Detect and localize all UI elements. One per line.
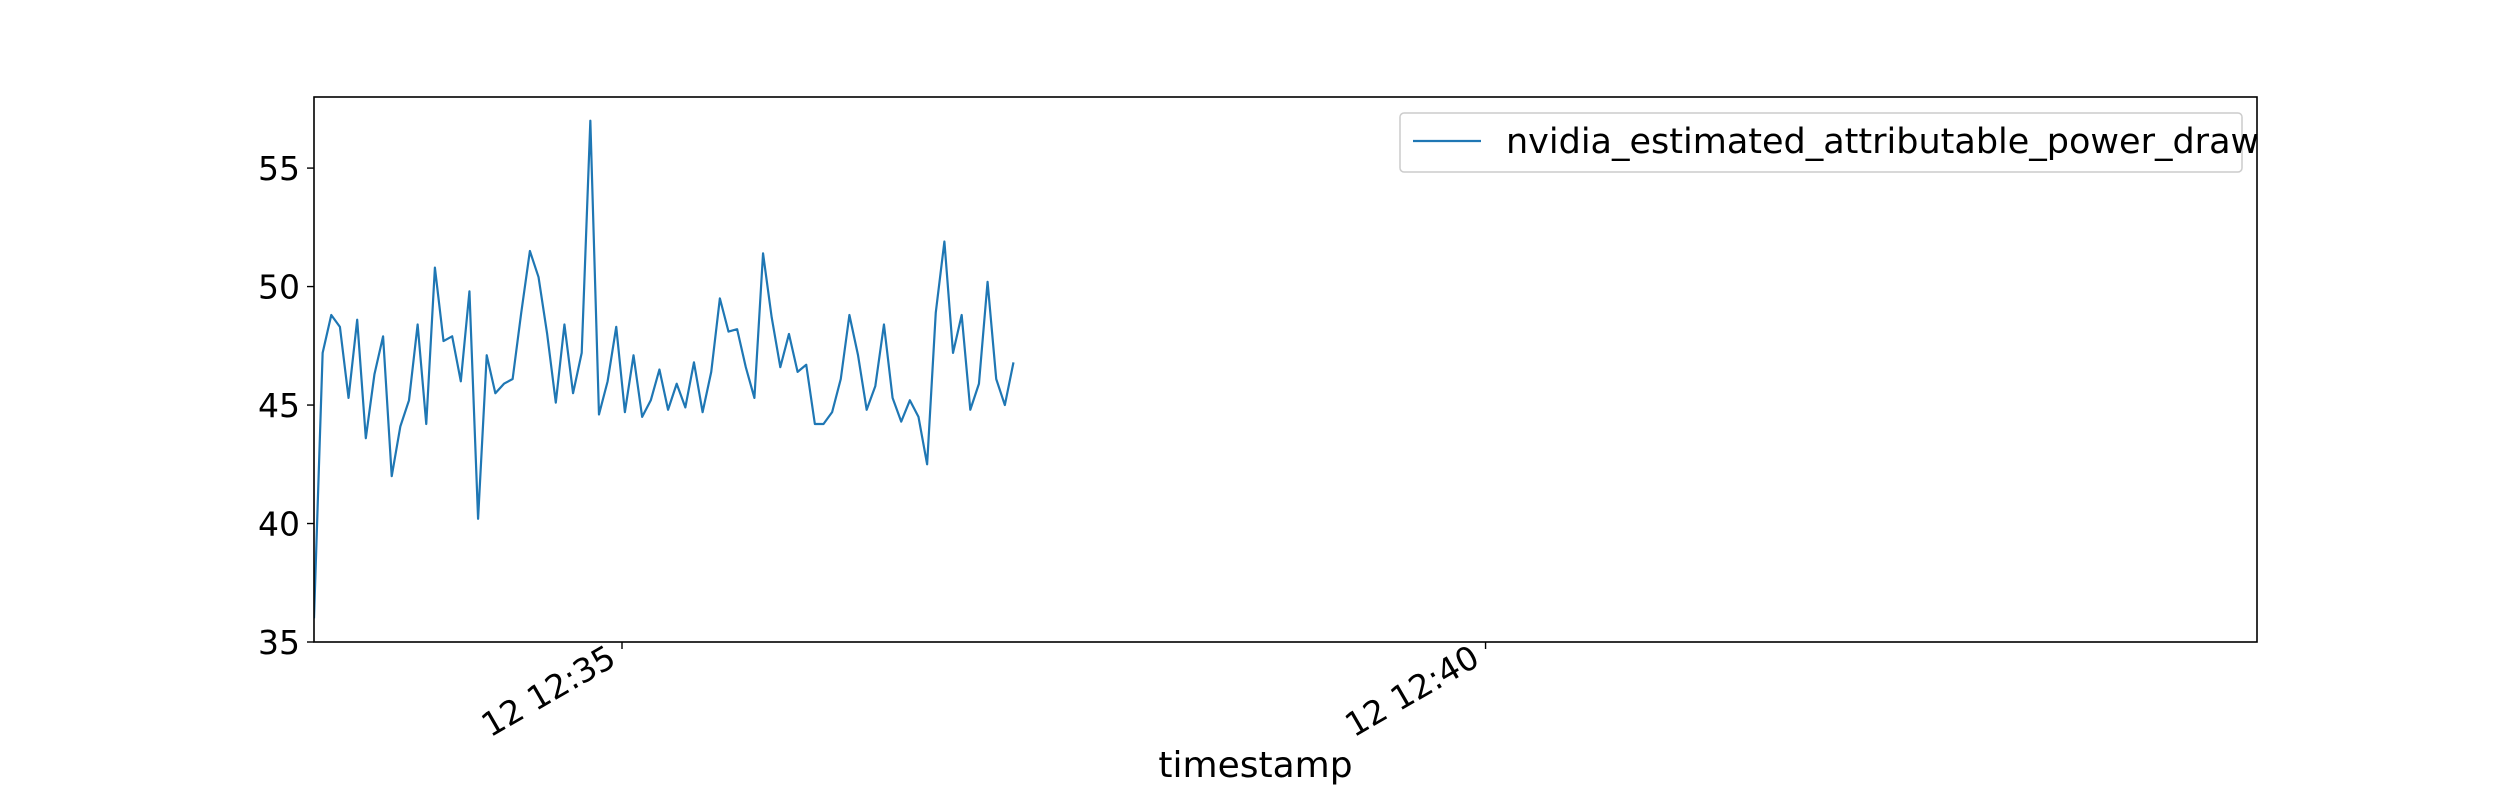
legend: nvidia_estimated_attributable_power_draw [1399,112,2259,173]
series-line-0 [314,119,1015,619]
y-tick-label: 55 [258,149,300,188]
axes-frame [313,96,2258,643]
y-tick-label: 40 [258,505,300,544]
x-tick-label: 12 12:40 [1338,637,1485,745]
plot-area [314,119,1015,619]
axis-ticks: 35 40 45 50 55 12 12:35 12 12:40 [258,149,1487,745]
x-tick-label: 12 12:35 [475,637,622,745]
legend-label: nvidia_estimated_attributable_power_draw [1506,122,2259,162]
x-axis-label: timestamp [1158,745,1352,786]
y-tick-label: 50 [258,268,300,307]
y-tick-label: 35 [258,623,300,662]
y-tick-label: 45 [258,386,300,425]
legend-box [1399,112,2243,173]
